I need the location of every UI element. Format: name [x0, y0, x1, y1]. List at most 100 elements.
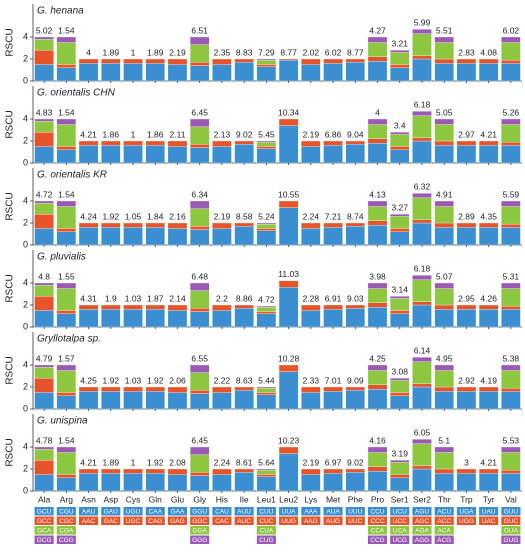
bar-segment	[189, 200, 210, 209]
bar-annotation: 1.87	[147, 293, 164, 303]
codon-label: CUC	[259, 518, 273, 525]
bar-segment	[78, 140, 99, 146]
bar-segment	[234, 390, 254, 410]
y-tick-label: 2	[23, 381, 28, 391]
bar-segment	[189, 364, 210, 373]
bar-segment	[367, 384, 388, 390]
bar-segment	[256, 64, 277, 67]
bar-segment	[167, 140, 188, 147]
bar-segment	[434, 63, 454, 82]
bar-segment	[345, 468, 366, 473]
bar-segment	[390, 134, 410, 147]
codon-label: CUA	[260, 527, 274, 534]
bar-annotation: 4.21	[480, 129, 497, 139]
bar-segment	[434, 370, 454, 388]
codon-label: GCG	[37, 537, 52, 544]
bar-annotation: 10.23	[278, 435, 300, 445]
bar-segment	[101, 58, 121, 64]
bar-segment	[501, 282, 521, 289]
bar-segment	[189, 229, 210, 246]
bar-segment	[456, 140, 477, 146]
codon-cell	[34, 535, 54, 544]
bar-segment	[56, 118, 77, 125]
bar-annotation: 8.58	[236, 211, 253, 221]
bar-segment	[390, 310, 410, 314]
bar-segment	[234, 62, 254, 82]
bar-segment	[412, 140, 432, 164]
bar-annotation: 2.22	[214, 375, 231, 385]
bar-segment	[78, 386, 99, 392]
bar-annotation: 2.24	[303, 211, 320, 221]
bar-annotation: 4.21	[80, 129, 97, 139]
bar-annotation: 6.48	[191, 271, 208, 281]
bar-segment	[367, 143, 388, 164]
bar-segment	[501, 59, 521, 64]
bar-annotation: 3.19	[391, 448, 408, 458]
codon-label: GUU	[504, 508, 519, 515]
bar-annotation: 2.35	[214, 47, 231, 57]
bar-segment	[478, 304, 499, 310]
bar-segment	[390, 146, 410, 150]
bar-segment	[234, 386, 254, 391]
codon-cell	[323, 516, 343, 525]
bar-segment	[189, 390, 210, 394]
codon-cell	[434, 516, 454, 525]
bar-segment	[123, 468, 143, 474]
bar-annotation: 3	[464, 457, 469, 467]
bar-segment	[323, 140, 343, 146]
bar-segment	[412, 197, 432, 220]
bar-annotation: 8.61	[236, 457, 253, 467]
bar-annotation: 2.92	[458, 375, 475, 385]
codon-label: GUG	[503, 537, 518, 544]
bar-segment	[189, 446, 210, 455]
bar-segment	[256, 313, 277, 328]
bar-segment	[478, 145, 499, 164]
bar-segment	[56, 42, 77, 65]
bar-segment	[501, 141, 521, 146]
bar-segment	[501, 364, 521, 371]
y-tick-label: 2	[23, 299, 28, 309]
codon-cell	[501, 535, 521, 544]
bar-segment	[434, 42, 454, 60]
bar-segment	[456, 468, 477, 474]
bar-segment	[56, 395, 77, 410]
bar-annotation: 2.19	[303, 457, 320, 467]
bar-annotation: 3.08	[391, 366, 408, 376]
bar-segment	[412, 219, 432, 224]
bar-annotation: 1.55	[58, 271, 75, 281]
codon-cell	[279, 507, 299, 516]
codon-label: CGU	[59, 508, 74, 515]
bar-segment	[412, 33, 432, 56]
bar-segment	[34, 121, 54, 133]
bar-segment	[412, 361, 432, 384]
bar-segment	[434, 386, 454, 392]
codon-label: UGA	[459, 508, 474, 515]
bar-segment	[278, 446, 299, 454]
bar-annotation: 2.24	[214, 457, 231, 467]
bar-segment	[412, 137, 432, 142]
bar-segment	[256, 230, 277, 246]
bar-annotation: 6.34	[191, 189, 208, 199]
bar-annotation: 7.29	[258, 47, 275, 57]
bar-segment	[501, 452, 521, 471]
bar-annotation: 1.89	[103, 47, 120, 57]
bar-annotation: 10.28	[278, 353, 300, 363]
codon-cell	[79, 507, 99, 516]
bar-segment	[189, 308, 210, 312]
bar-annotation: 2.89	[458, 211, 475, 221]
bar-segment	[56, 149, 77, 164]
bar-segment	[478, 473, 499, 492]
bar-segment	[56, 146, 77, 150]
bar-segment	[434, 36, 454, 43]
bar-annotation: 9.02	[347, 457, 364, 467]
bar-annotation: 4.25	[80, 375, 97, 385]
bar-segment	[390, 231, 410, 246]
y-axis-label: RSCU	[5, 274, 16, 302]
x-tick-label: Lys	[304, 494, 317, 504]
bar-annotation: 8.77	[347, 47, 364, 57]
bar-annotation: 7.21	[325, 211, 342, 221]
y-tick-label: 2	[23, 217, 28, 227]
bar-segment	[456, 473, 477, 492]
bar-segment	[501, 42, 521, 61]
bar-segment	[256, 222, 277, 225]
